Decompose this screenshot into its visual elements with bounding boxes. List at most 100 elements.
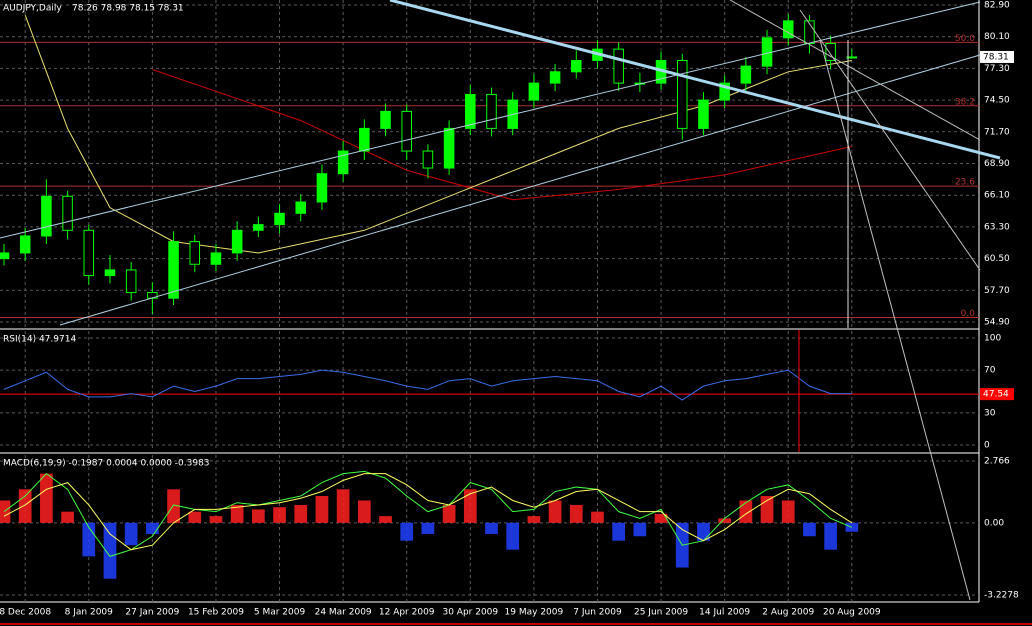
y-tick-label: 63.30 — [984, 222, 1010, 232]
last-price-box — [980, 50, 1014, 63]
candle-body — [274, 212, 285, 226]
macd-bar — [40, 473, 53, 523]
panel-title: AUDJPY,Daily — [3, 4, 62, 14]
panel-title: MACD(6,19,9) -0.1987 0.0004 0.0000 -0.39… — [3, 459, 210, 469]
fib-label: 0.0 — [961, 309, 976, 319]
candle-body — [486, 93, 497, 129]
candle-body — [62, 195, 73, 231]
macd-bar — [442, 504, 456, 523]
x-tick-label: 14 Jul 2009 — [699, 608, 750, 618]
macd-bar — [379, 516, 392, 523]
candle-body — [19, 235, 31, 254]
candle-body — [528, 82, 540, 101]
candle-body — [359, 127, 370, 152]
candle-body — [231, 229, 243, 254]
candle-body — [571, 59, 582, 73]
macd-bar — [845, 522, 859, 532]
y-tick-label: 68.90 — [984, 159, 1010, 169]
moving-average — [24, 15, 852, 254]
candle-body — [613, 48, 624, 84]
candle-body — [253, 224, 264, 231]
macd-bar — [781, 500, 795, 523]
x-tick-label: 8 Dec 2008 — [0, 608, 51, 618]
panel: 82.90 80.10 77.30 74.50 71.70 68.90 66.10 63.30… — [0, 0, 1014, 328]
macd-bar — [569, 504, 583, 523]
macd-bar — [548, 500, 562, 523]
y-tick-label: 66.10 — [984, 191, 1010, 201]
candle-body — [380, 110, 391, 129]
x-tick-label: 25 Jun 2009 — [634, 608, 688, 618]
y-tick-label: 77.30 — [984, 64, 1010, 74]
macd-bar — [718, 518, 732, 523]
rsi-level-box — [980, 388, 1014, 401]
candle-body — [295, 201, 307, 214]
macd-bar — [612, 522, 626, 541]
y-tick-label: 57.70 — [984, 286, 1010, 296]
x-tick-label: 12 Apr 2009 — [379, 608, 435, 618]
macd-bar — [251, 509, 265, 523]
panel-title: RSI(14) 47.9714 — [3, 335, 76, 345]
trendline — [799, 9, 981, 271]
candle-body — [846, 56, 858, 59]
candle-body — [676, 59, 688, 129]
candle-body — [210, 252, 222, 265]
rsi-level-label: 47.54 — [983, 390, 1009, 400]
fib-label: 38.2 — [955, 97, 975, 107]
x-tick-label: 7 Jun 2009 — [573, 608, 622, 618]
x-tick-label: 24 Mar 2009 — [315, 608, 372, 618]
candle-body — [104, 269, 116, 277]
candle-body — [401, 110, 412, 152]
macd-bar — [591, 511, 604, 523]
macd-line — [3, 473, 853, 551]
macd-bar — [421, 522, 435, 535]
macd-bar — [230, 504, 244, 523]
macd-bar — [697, 522, 710, 541]
macd-bar — [0, 500, 11, 523]
moving-average — [152, 69, 852, 201]
macd-bar — [167, 489, 180, 523]
macd-bar — [485, 522, 498, 535]
y-tick-label: 74.50 — [984, 96, 1010, 106]
x-tick-label: 19 May 2009 — [505, 608, 564, 618]
macd-bar — [146, 522, 159, 535]
candle-body — [443, 127, 455, 169]
candle-body — [316, 173, 328, 203]
macd-bar — [357, 500, 371, 523]
y-tick-label: 30 — [984, 408, 996, 418]
y-tick-label: 60.50 — [984, 254, 1010, 264]
candle-body — [719, 82, 730, 101]
trendline — [389, 0, 1001, 160]
x-tick-label: 20 Aug 2009 — [823, 608, 881, 618]
user-trendlines — [0, 0, 1001, 601]
candle-body — [189, 241, 201, 265]
macd-bar — [803, 522, 816, 537]
y-tick-label: 82.90 — [984, 1, 1010, 11]
x-tick-label: 27 Jan 2009 — [125, 608, 179, 618]
macd-bar — [294, 504, 308, 523]
y-tick-label: 71.70 — [984, 127, 1010, 137]
candle-body — [698, 99, 709, 129]
macd-bar — [527, 516, 541, 523]
macd-bar — [506, 522, 520, 550]
y-tick-label: 70 — [984, 366, 996, 376]
macd-bar — [633, 522, 647, 537]
macd-bar — [739, 500, 753, 523]
macd-line — [3, 470, 853, 557]
macd-bar — [463, 489, 477, 523]
macd-bar — [315, 496, 329, 523]
candle-body — [83, 229, 95, 277]
y-tick-label: -3.2278 — [984, 591, 1019, 601]
x-tick-label: 15 Feb 2009 — [188, 608, 244, 618]
macd-bar — [336, 489, 350, 523]
x-tick-label: 2 Aug 2009 — [762, 608, 814, 618]
last-price-label: 78.31 — [983, 52, 1009, 62]
x-tick-label: 30 Apr 2009 — [442, 608, 498, 618]
macd-bar — [400, 522, 414, 541]
fib-label: 50.0 — [955, 34, 975, 44]
y-tick-label: 100 — [984, 334, 1001, 344]
x-tick-label: 5 Mar 2009 — [254, 608, 306, 618]
rsi-line — [3, 369, 852, 401]
candle-body — [740, 65, 752, 84]
candle-body — [41, 195, 52, 237]
